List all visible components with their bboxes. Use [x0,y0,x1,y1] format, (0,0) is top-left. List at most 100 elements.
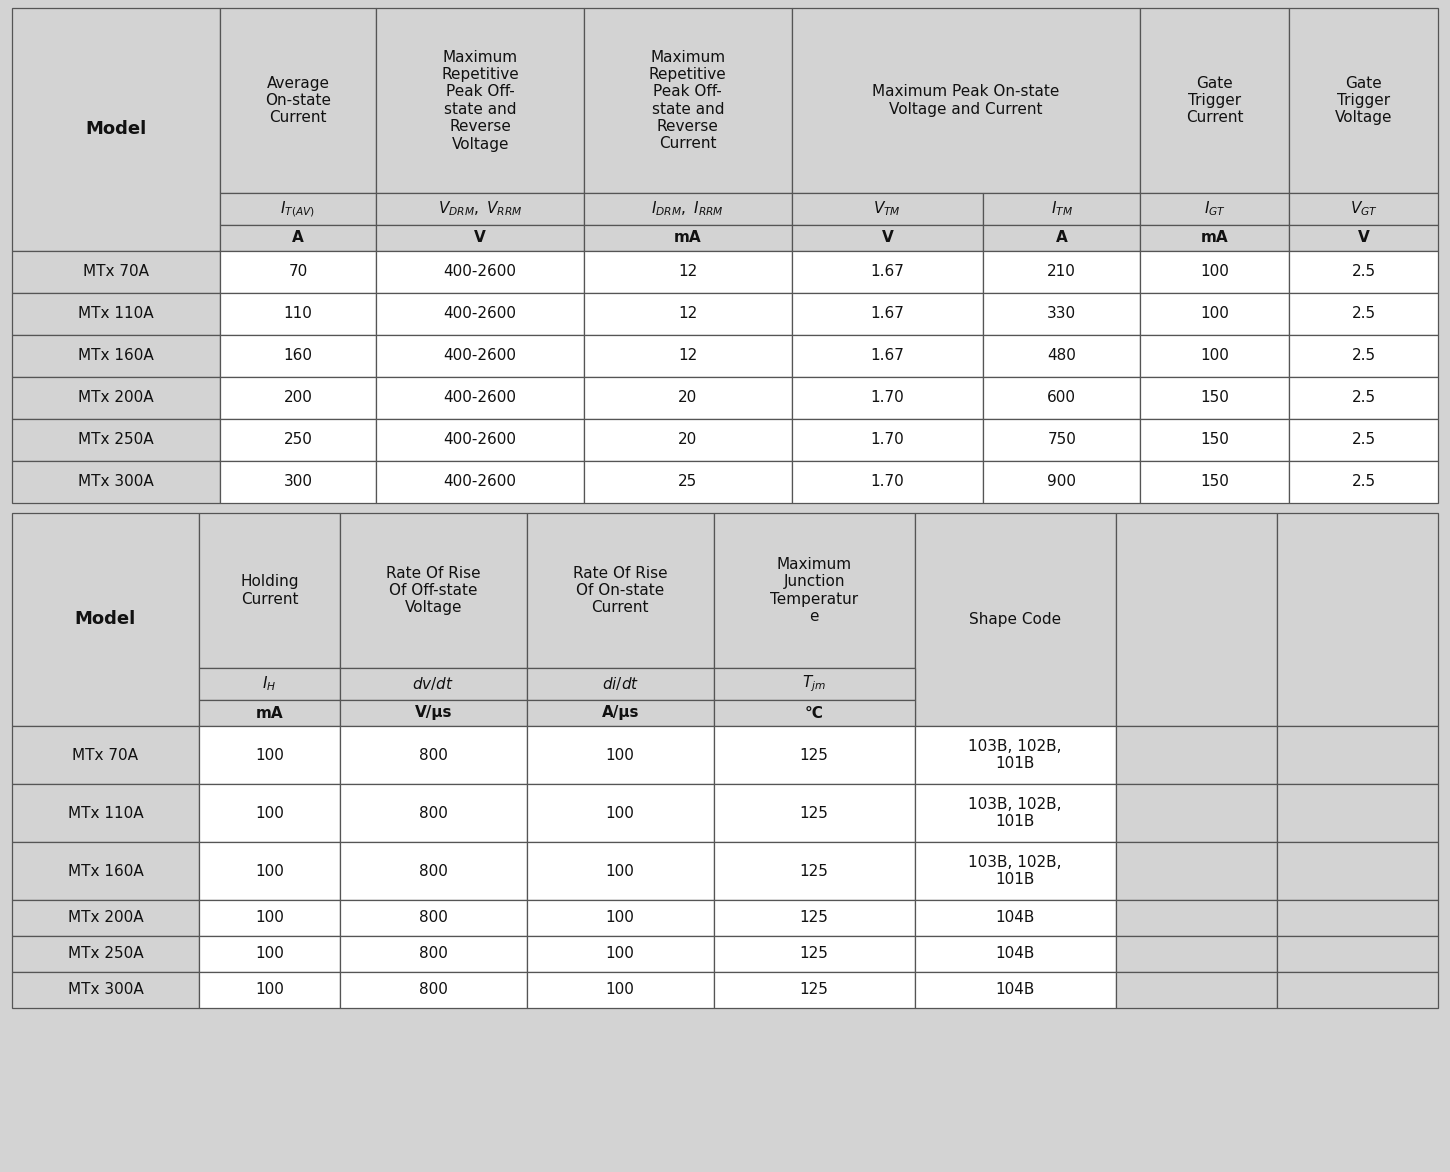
Text: 125: 125 [800,947,828,961]
Bar [1140,335,1289,377]
Text: 1.70: 1.70 [870,390,905,406]
Text: $V_{TM}$: $V_{TM}$ [873,199,902,218]
Bar [713,668,915,700]
Text: 800: 800 [419,982,448,997]
Bar [1140,377,1289,420]
Text: 20: 20 [679,432,697,448]
Text: Holding
Current: Holding Current [241,574,299,607]
Text: $V_{GT}$: $V_{GT}$ [1350,199,1378,218]
Text: Rate Of Rise
Of On-state
Current: Rate Of Rise Of On-state Current [573,566,667,615]
Bar [377,335,584,377]
Bar [12,841,199,900]
Bar [12,8,219,251]
Text: 2.5: 2.5 [1351,475,1376,490]
Bar [12,461,219,503]
Text: MTx 200A: MTx 200A [68,911,144,926]
Text: MTx 110A: MTx 110A [78,307,154,321]
Text: 600: 600 [1047,390,1076,406]
Text: Maximum
Junction
Temperatur
e: Maximum Junction Temperatur e [770,557,858,625]
Bar [1115,784,1277,841]
Text: Gate
Trigger
Current: Gate Trigger Current [1186,76,1243,125]
Text: $I_H$: $I_H$ [262,675,277,694]
Bar [219,225,377,251]
Bar [339,700,526,725]
Bar [219,251,377,293]
Bar [1140,193,1289,225]
Bar [584,335,792,377]
Bar [199,936,339,972]
Text: 104B: 104B [996,911,1035,926]
Bar [584,225,792,251]
Text: 2.5: 2.5 [1351,265,1376,279]
Text: 400-2600: 400-2600 [444,348,516,363]
Text: MTx 300A: MTx 300A [68,982,144,997]
Bar [377,251,584,293]
Bar [584,251,792,293]
Bar [983,293,1140,335]
Bar [12,725,199,784]
Text: 2.5: 2.5 [1351,307,1376,321]
Text: 100: 100 [255,864,284,879]
Bar [1140,293,1289,335]
Text: Average
On-state
Current: Average On-state Current [265,76,331,125]
Bar [1289,225,1438,251]
Text: MTx 160A: MTx 160A [68,864,144,879]
Text: 25: 25 [679,475,697,490]
Bar [377,225,584,251]
Bar [983,225,1140,251]
Text: MTx 250A: MTx 250A [78,432,154,448]
Bar [983,461,1140,503]
Text: 103B, 102B,
101B: 103B, 102B, 101B [969,738,1061,771]
Text: V: V [882,231,893,245]
Bar [584,461,792,503]
Text: Rate Of Rise
Of Off-state
Voltage: Rate Of Rise Of Off-state Voltage [386,566,481,615]
Text: 210: 210 [1047,265,1076,279]
Bar [1277,513,1438,725]
Text: $di/dt$: $di/dt$ [602,675,639,693]
Bar [12,251,219,293]
Bar [12,377,219,420]
Text: 250: 250 [284,432,312,448]
Text: 125: 125 [800,748,828,763]
Text: mA: mA [674,231,702,245]
Text: 2.5: 2.5 [1351,432,1376,448]
Text: 480: 480 [1047,348,1076,363]
Bar [199,972,339,1008]
Bar [526,784,713,841]
Text: Shape Code: Shape Code [969,612,1061,627]
Bar [526,841,713,900]
Bar [526,725,713,784]
Bar [12,900,199,936]
Text: 70: 70 [289,265,307,279]
Text: Model: Model [75,611,136,628]
Bar [12,293,219,335]
Text: 104B: 104B [996,982,1035,997]
Bar [199,841,339,900]
Bar [1289,420,1438,461]
Text: Maximum Peak On-state
Voltage and Current: Maximum Peak On-state Voltage and Curren… [871,84,1060,117]
Text: $dv/dt$: $dv/dt$ [412,675,454,693]
Text: MTx 70A: MTx 70A [83,265,149,279]
Text: MTx 300A: MTx 300A [78,475,154,490]
Text: 2.5: 2.5 [1351,390,1376,406]
Bar [526,900,713,936]
Bar [792,335,983,377]
Text: 1.70: 1.70 [870,475,905,490]
Bar [199,668,339,700]
Text: 110: 110 [284,307,312,321]
Bar [713,936,915,972]
Bar [1115,725,1277,784]
Bar [526,668,713,700]
Bar [1277,972,1438,1008]
Bar [339,513,526,668]
Text: Gate
Trigger
Voltage: Gate Trigger Voltage [1335,76,1392,125]
Text: 100: 100 [606,947,635,961]
Text: 800: 800 [419,805,448,820]
Text: 100: 100 [255,982,284,997]
Text: Model: Model [86,121,146,138]
Bar [915,784,1115,841]
Bar [219,335,377,377]
Text: 103B, 102B,
101B: 103B, 102B, 101B [969,797,1061,830]
Text: 100: 100 [1201,307,1230,321]
Text: 1.67: 1.67 [870,307,905,321]
